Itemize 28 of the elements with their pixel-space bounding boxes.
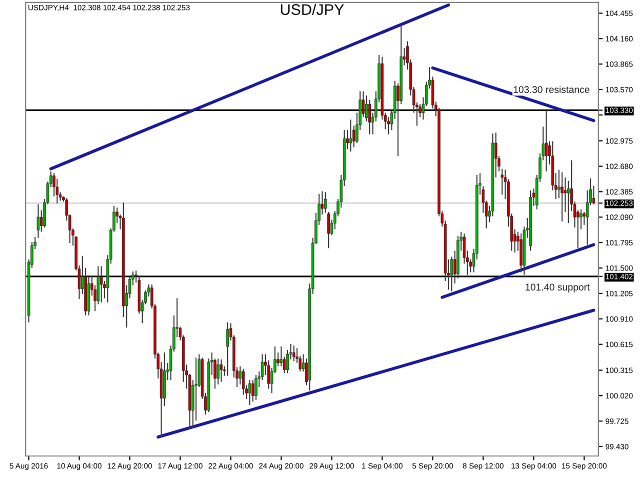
candlestick (36, 204, 40, 238)
ref-line-label: 103.30 resistance (514, 86, 590, 93)
candlestick (327, 211, 330, 249)
candlestick (560, 172, 564, 222)
candlestick (564, 176, 567, 213)
candlestick (242, 368, 245, 396)
candlestick (567, 180, 570, 224)
candlestick (251, 380, 254, 402)
candlestick (387, 116, 390, 135)
chart-title: USD/JPY (280, 4, 344, 15)
candlestick (100, 266, 103, 304)
candlestick (544, 110, 548, 172)
candlestick (220, 358, 223, 382)
candlestick (292, 345, 296, 362)
candlestick (368, 99, 371, 135)
candlestick (365, 94, 368, 122)
ref-line-label: 101.40 support (526, 284, 590, 292)
candlestick (254, 374, 258, 400)
candlestick (280, 346, 283, 367)
candlestick (248, 380, 252, 406)
candlestick (500, 168, 504, 196)
candlestick (216, 358, 220, 385)
candlestick (558, 169, 560, 199)
candlestick (349, 119, 352, 152)
candlestick (324, 192, 327, 214)
candlestick (580, 208, 582, 230)
candlestick (226, 322, 229, 376)
candlestick (238, 366, 242, 385)
